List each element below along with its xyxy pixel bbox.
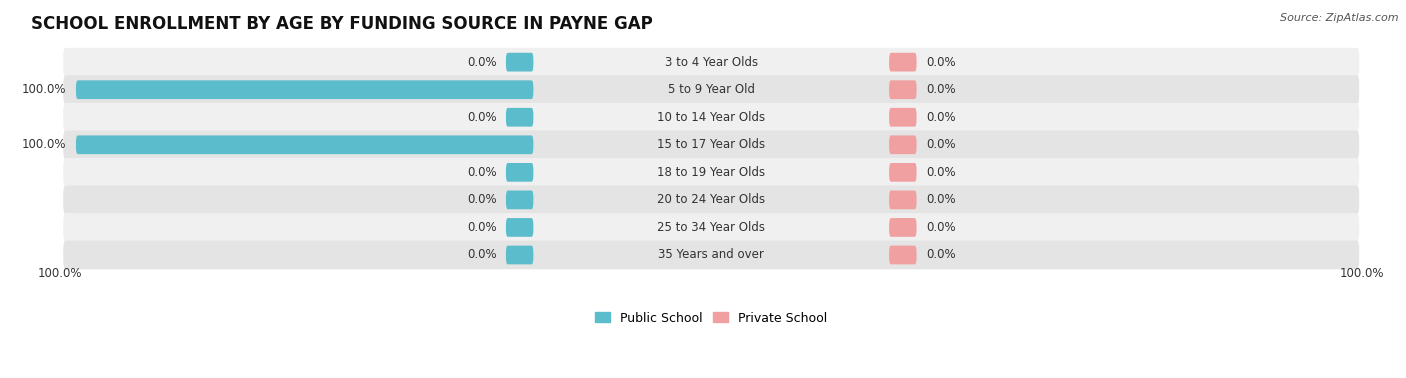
Text: SCHOOL ENROLLMENT BY AGE BY FUNDING SOURCE IN PAYNE GAP: SCHOOL ENROLLMENT BY AGE BY FUNDING SOUR… bbox=[31, 15, 654, 33]
Text: 35 Years and over: 35 Years and over bbox=[658, 248, 765, 262]
FancyBboxPatch shape bbox=[889, 108, 917, 127]
Text: 0.0%: 0.0% bbox=[927, 111, 956, 124]
FancyBboxPatch shape bbox=[63, 103, 1360, 132]
Text: 5 to 9 Year Old: 5 to 9 Year Old bbox=[668, 83, 755, 96]
FancyBboxPatch shape bbox=[889, 135, 917, 154]
Text: 0.0%: 0.0% bbox=[467, 166, 496, 179]
FancyBboxPatch shape bbox=[889, 218, 917, 237]
Text: 0.0%: 0.0% bbox=[927, 221, 956, 234]
Text: 0.0%: 0.0% bbox=[927, 248, 956, 262]
Text: 0.0%: 0.0% bbox=[927, 166, 956, 179]
FancyBboxPatch shape bbox=[889, 163, 917, 182]
Text: Source: ZipAtlas.com: Source: ZipAtlas.com bbox=[1281, 13, 1399, 23]
Legend: Public School, Private School: Public School, Private School bbox=[591, 307, 832, 330]
FancyBboxPatch shape bbox=[506, 163, 533, 182]
Text: 3 to 4 Year Olds: 3 to 4 Year Olds bbox=[665, 56, 758, 69]
Text: 0.0%: 0.0% bbox=[927, 194, 956, 206]
FancyBboxPatch shape bbox=[63, 213, 1360, 242]
Text: 25 to 34 Year Olds: 25 to 34 Year Olds bbox=[657, 221, 765, 234]
FancyBboxPatch shape bbox=[506, 191, 533, 209]
Text: 0.0%: 0.0% bbox=[467, 221, 496, 234]
FancyBboxPatch shape bbox=[506, 246, 533, 264]
FancyBboxPatch shape bbox=[889, 53, 917, 71]
FancyBboxPatch shape bbox=[889, 81, 917, 99]
Text: 100.0%: 100.0% bbox=[22, 138, 66, 151]
Text: 0.0%: 0.0% bbox=[467, 194, 496, 206]
Text: 0.0%: 0.0% bbox=[927, 83, 956, 96]
Text: 100.0%: 100.0% bbox=[22, 83, 66, 96]
Text: 0.0%: 0.0% bbox=[927, 138, 956, 151]
FancyBboxPatch shape bbox=[63, 158, 1360, 187]
FancyBboxPatch shape bbox=[63, 241, 1360, 269]
Text: 18 to 19 Year Olds: 18 to 19 Year Olds bbox=[657, 166, 765, 179]
Text: 0.0%: 0.0% bbox=[927, 56, 956, 69]
FancyBboxPatch shape bbox=[889, 246, 917, 264]
FancyBboxPatch shape bbox=[76, 81, 533, 99]
FancyBboxPatch shape bbox=[506, 53, 533, 71]
FancyBboxPatch shape bbox=[889, 191, 917, 209]
FancyBboxPatch shape bbox=[63, 75, 1360, 104]
FancyBboxPatch shape bbox=[506, 218, 533, 237]
Text: 20 to 24 Year Olds: 20 to 24 Year Olds bbox=[657, 194, 765, 206]
FancyBboxPatch shape bbox=[506, 108, 533, 127]
Text: 0.0%: 0.0% bbox=[467, 248, 496, 262]
Text: 100.0%: 100.0% bbox=[38, 267, 83, 280]
FancyBboxPatch shape bbox=[63, 186, 1360, 214]
FancyBboxPatch shape bbox=[63, 130, 1360, 159]
FancyBboxPatch shape bbox=[63, 48, 1360, 76]
Text: 0.0%: 0.0% bbox=[467, 56, 496, 69]
Text: 0.0%: 0.0% bbox=[467, 111, 496, 124]
Text: 10 to 14 Year Olds: 10 to 14 Year Olds bbox=[657, 111, 765, 124]
FancyBboxPatch shape bbox=[76, 135, 533, 154]
Text: 100.0%: 100.0% bbox=[1340, 267, 1385, 280]
Text: 15 to 17 Year Olds: 15 to 17 Year Olds bbox=[657, 138, 765, 151]
